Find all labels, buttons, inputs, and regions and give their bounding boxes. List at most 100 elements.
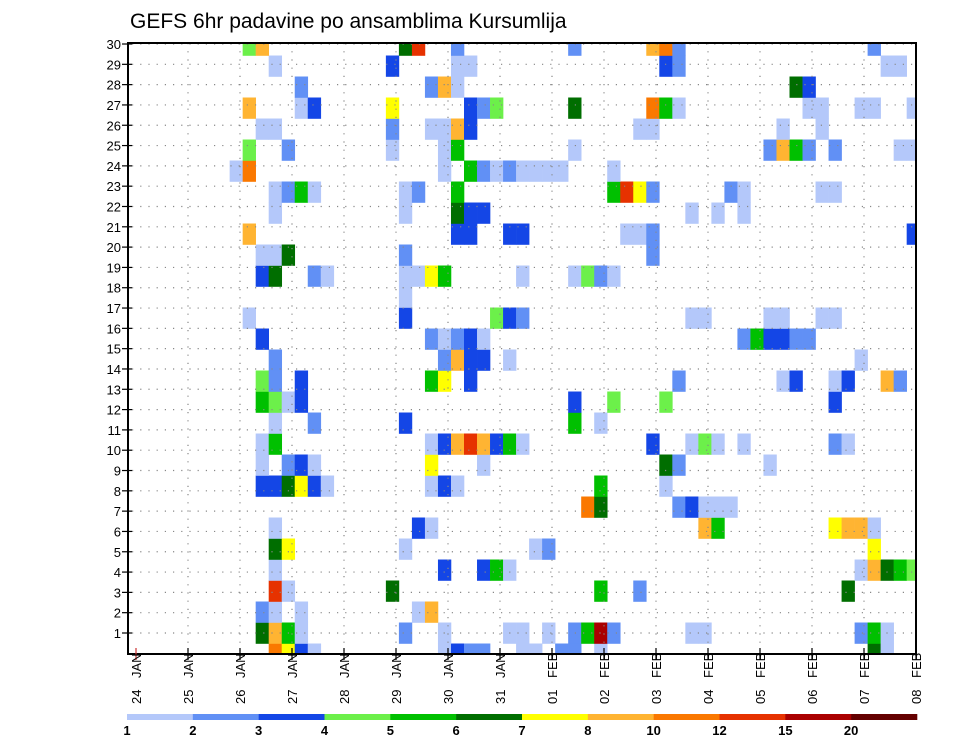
heatmap-cell	[776, 328, 790, 350]
y-tick-label: 8	[114, 484, 121, 499]
heatmap-cell	[268, 391, 283, 413]
heatmap-cell	[450, 223, 465, 245]
heatmap-cell	[685, 496, 699, 518]
heatmap-cell	[867, 43, 881, 56]
heatmap-cell	[659, 97, 673, 119]
heatmap-cell	[464, 55, 478, 77]
heatmap-cell	[268, 349, 283, 371]
heatmap-cell	[450, 55, 465, 77]
heatmap-cell	[880, 55, 894, 77]
heatmap-cell	[281, 139, 296, 161]
heatmap-cell	[776, 118, 790, 140]
heatmap-cell	[294, 475, 309, 497]
x-tick-month: JAN	[129, 653, 144, 678]
colorbar-label: 12	[712, 723, 726, 738]
heatmap-cell	[789, 370, 803, 392]
heatmap-cell	[490, 97, 504, 119]
heatmap-cell	[385, 580, 400, 602]
heatmap-cell	[242, 97, 256, 119]
heatmap-cell	[268, 643, 283, 654]
heatmap-cell	[255, 454, 269, 476]
heatmap-cell	[268, 370, 283, 392]
heatmap-cell	[281, 454, 296, 476]
heatmap-cell	[450, 328, 465, 350]
heatmap-cell	[542, 622, 556, 644]
heatmap-cell	[281, 391, 296, 413]
heatmap-cell	[672, 454, 686, 476]
colorbar-label: 15	[778, 723, 792, 738]
heatmap-cell	[268, 559, 283, 581]
heatmap-cell	[568, 391, 582, 413]
colorbar-label: 5	[387, 723, 394, 738]
heatmap-cell	[424, 433, 439, 455]
heatmap-cell	[398, 538, 413, 560]
heatmap-cell	[307, 643, 322, 654]
x-tick-day: 24	[129, 690, 144, 704]
heatmap-cell	[698, 622, 712, 644]
heatmap-cell	[398, 244, 413, 266]
y-tick-label: 12	[107, 403, 121, 418]
y-tick-label: 20	[107, 240, 121, 255]
y-tick-label: 1	[114, 626, 121, 641]
x-tick-month: JAN	[493, 653, 508, 678]
heatmap-cell	[867, 97, 881, 119]
heatmap-cell	[281, 580, 296, 602]
heatmap-cell	[607, 181, 621, 203]
heatmap-cell	[607, 622, 621, 644]
y-tick-label: 3	[114, 585, 121, 600]
heatmap-cell	[802, 97, 816, 119]
heatmap-cell	[450, 139, 465, 161]
heatmap-cell	[581, 496, 595, 518]
y-tick-label: 25	[107, 139, 121, 154]
heatmap-cell	[503, 559, 517, 581]
colorbar-swatch	[851, 714, 918, 720]
heatmap-cell	[802, 139, 816, 161]
heatmap-cell	[698, 496, 712, 518]
heatmap-cell	[242, 160, 256, 182]
heatmap-cell	[854, 97, 868, 119]
heatmap-cell	[893, 559, 907, 581]
x-tick-day: 04	[701, 690, 716, 704]
heatmap-cell	[490, 433, 504, 455]
heatmap-cell	[711, 517, 725, 539]
heatmap-cell	[268, 433, 283, 455]
heatmap-cell	[490, 559, 504, 581]
heatmap-cell	[255, 43, 269, 56]
heatmap-cell	[763, 139, 777, 161]
x-tick-month: FEB	[909, 653, 924, 678]
heatmap-cell	[255, 265, 269, 287]
heatmap-cell	[828, 139, 842, 161]
heatmap-cell	[529, 538, 543, 560]
heatmap-cell	[841, 580, 855, 602]
x-tick-day: 05	[753, 690, 768, 704]
heatmap-cell	[802, 328, 816, 350]
heatmap-cell	[594, 475, 608, 497]
heatmap-cell	[450, 475, 465, 497]
heatmap-cell	[490, 307, 504, 329]
y-tick-label: 23	[107, 179, 121, 194]
heatmap-cell	[685, 307, 699, 329]
heatmap-cell	[437, 475, 452, 497]
heatmap-cell	[437, 265, 452, 287]
heatmap-cell	[229, 160, 243, 182]
heatmap-cell	[450, 76, 465, 98]
heatmap-cell	[633, 181, 647, 203]
heatmap-cell	[503, 160, 517, 182]
colorbar-swatch	[456, 714, 523, 720]
heatmap-cell	[516, 265, 530, 287]
heatmap-cell	[815, 307, 829, 329]
colorbar-swatch	[719, 714, 786, 720]
heatmap-cell	[424, 76, 439, 98]
heatmap-cell	[268, 475, 283, 497]
heatmap-cell	[411, 517, 426, 539]
heatmap-cell	[242, 223, 256, 245]
colorbar-label: 10	[646, 723, 660, 738]
y-tick-label: 29	[107, 57, 121, 72]
heatmap-cell	[841, 433, 855, 455]
heatmap-cell	[294, 454, 309, 476]
heatmap-cell	[320, 265, 335, 287]
heatmap-cell	[385, 139, 400, 161]
y-tick-label: 17	[107, 301, 121, 316]
heatmap-cell	[437, 139, 452, 161]
heatmap-cell	[815, 181, 829, 203]
